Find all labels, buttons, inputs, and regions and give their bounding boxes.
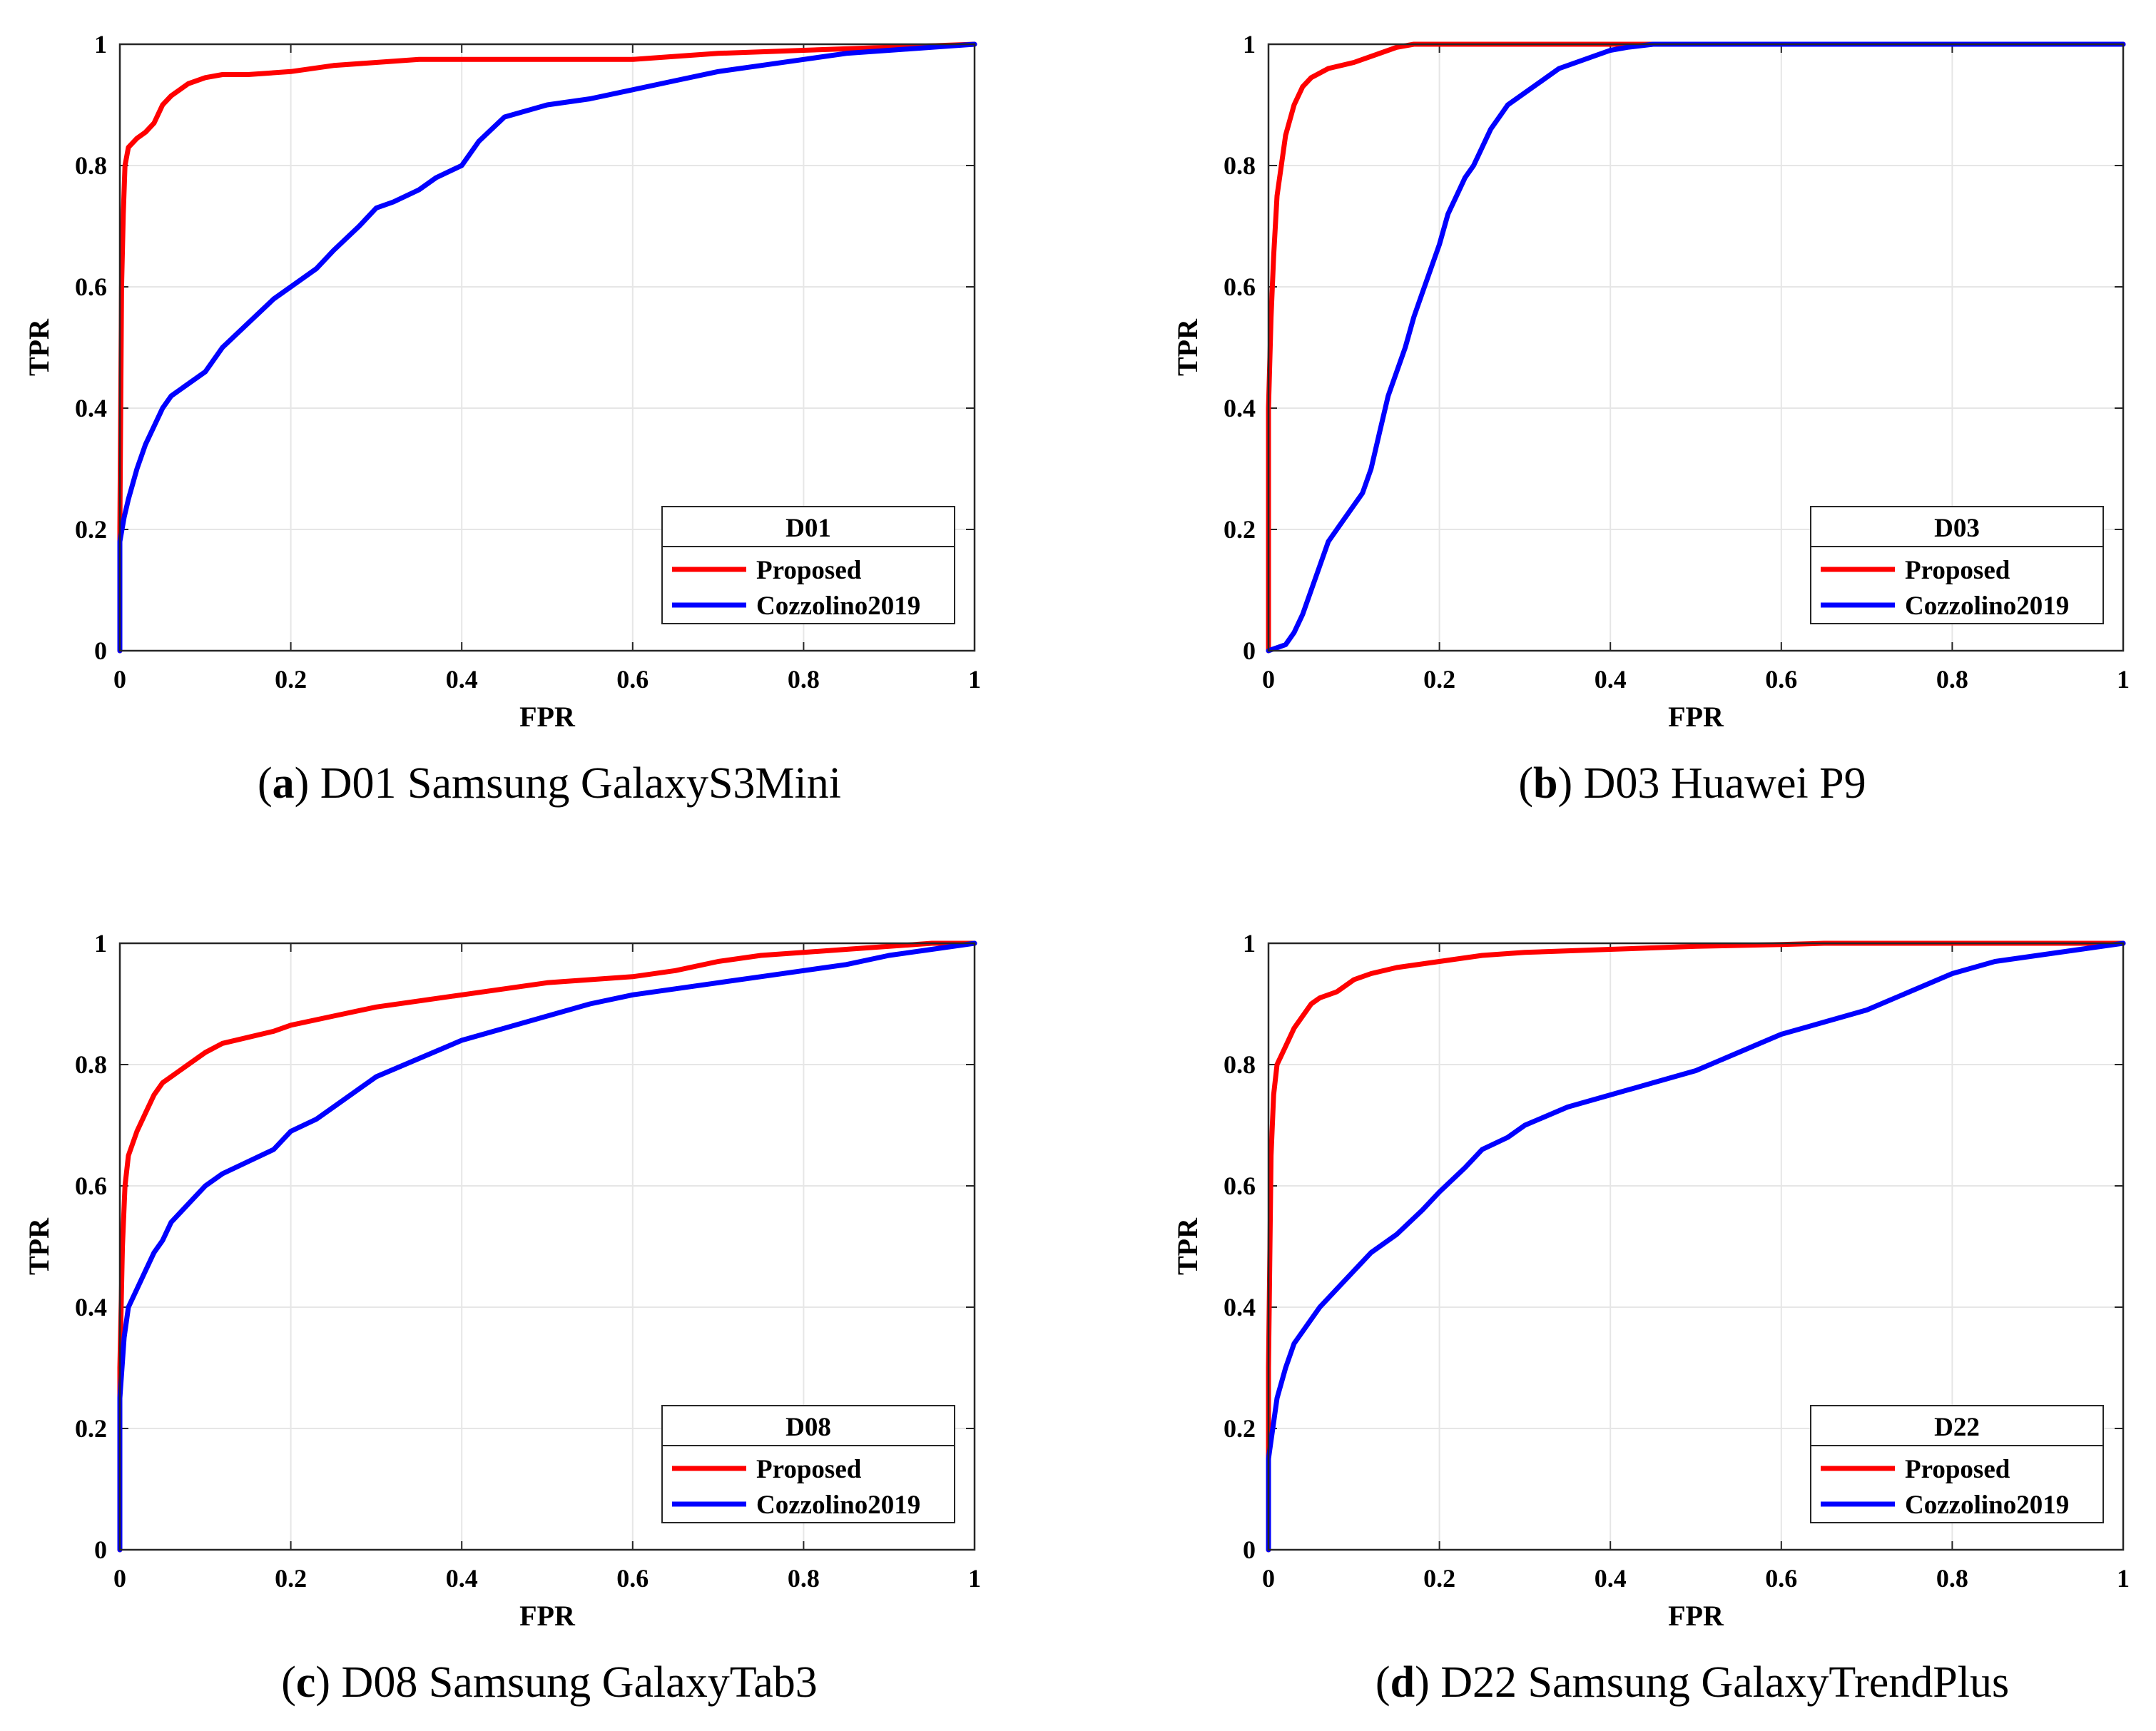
series-line-cozzolino2019: [1266, 41, 2126, 654]
y-tick-label: 0: [1243, 636, 1256, 665]
legend-entry-label: Cozzolino2019: [756, 592, 920, 621]
legend-entry-label: Proposed: [756, 556, 862, 585]
x-axis-label: FPR: [1668, 1600, 1724, 1632]
legend: D08 Proposed Cozzolino2019: [661, 1405, 955, 1523]
y-tick-label: 0.4: [1224, 1293, 1256, 1321]
x-tick-label: 0.8: [1936, 1564, 1968, 1593]
x-tick-label: 0.4: [1595, 665, 1627, 694]
axes-box: [1267, 942, 2125, 1551]
y-tick-label: 0.2: [1224, 1414, 1256, 1443]
y-tick-label: 0.4: [1224, 394, 1256, 422]
legend-entry-label: Proposed: [1905, 556, 2010, 585]
series-line-proposed: [1266, 41, 2126, 654]
legend-title: D08: [785, 1413, 831, 1442]
y-axis-label: TPR: [1171, 318, 1204, 376]
x-tick-label: 0.2: [275, 665, 307, 694]
y-tick-label: 1: [94, 30, 107, 59]
x-tick-label: 0: [1262, 665, 1275, 694]
y-tick-label: 0.6: [1224, 1172, 1256, 1200]
x-tick-label: 1: [968, 1564, 981, 1593]
x-axis-label: FPR: [519, 1600, 576, 1632]
y-tick-label: 0.2: [1224, 515, 1256, 544]
y-tick-label: 1: [94, 929, 107, 958]
y-axis-label: TPR: [23, 318, 55, 376]
y-tick-label: 0.8: [75, 151, 107, 180]
series-line-cozzolino2019: [117, 41, 977, 654]
y-tick-label: 0.2: [75, 1414, 107, 1443]
y-tick-label: 0.6: [1224, 273, 1256, 301]
x-axis-label: FPR: [1668, 701, 1724, 733]
y-tick-label: 0.8: [1224, 1050, 1256, 1079]
x-tick-label: 0.2: [1423, 1564, 1455, 1593]
y-tick-label: 0.4: [75, 1293, 107, 1321]
x-tick-label: 0.4: [1595, 1564, 1627, 1593]
y-axis-label: TPR: [23, 1217, 55, 1275]
axes-box: [118, 942, 976, 1551]
y-tick-label: 1: [1243, 30, 1256, 59]
panel-caption: (c) D08 Samsung GalaxyTab3: [281, 1658, 818, 1707]
x-tick-label: 1: [968, 665, 981, 694]
roc-panel-d: 0 0.2 0.4 0.6 0.8 1 0 0.2 0.4 0.6 0.8 1 FPR TPR D22 Pro…: [1171, 929, 2130, 1707]
roc-panel-b: 0 0.2 0.4 0.6 0.8 1 0 0.2 0.4 0.6 0.8 1 FPR TPR D03 Pro…: [1171, 30, 2130, 808]
y-tick-label: 0.6: [75, 273, 107, 301]
legend-title: D01: [785, 514, 831, 543]
axes-box: [118, 43, 976, 652]
x-tick-label: 0.6: [1765, 1564, 1797, 1593]
panel-caption: (d) D22 Samsung GalaxyTrendPlus: [1376, 1658, 2009, 1707]
y-tick-label: 0: [1243, 1535, 1256, 1564]
x-tick-label: 0.6: [1765, 665, 1797, 694]
series-line-cozzolino2019: [1266, 940, 2126, 1553]
legend-entry-label: Cozzolino2019: [1905, 1491, 2069, 1520]
panels: 0 0.2 0.4 0.6 0.8 1 0 0.2 0.4 0.6 0.8 1 FPR TPR D01 Pro…: [23, 30, 2130, 1707]
x-tick-label: 0: [113, 665, 126, 694]
x-tick-label: 0.4: [446, 665, 478, 694]
legend-title: D03: [1934, 514, 1980, 543]
y-tick-label: 0.4: [75, 394, 107, 422]
y-tick-label: 0: [94, 636, 107, 665]
x-tick-label: 1: [2117, 665, 2130, 694]
legend: D22 Proposed Cozzolino2019: [1810, 1405, 2104, 1523]
x-tick-label: 0.2: [1423, 665, 1455, 694]
x-tick-label: 0.8: [788, 665, 820, 694]
roc-panel-c: 0 0.2 0.4 0.6 0.8 1 0 0.2 0.4 0.6 0.8 1 FPR TPR D08 Pro…: [23, 929, 981, 1707]
x-tick-label: 0.8: [1936, 665, 1968, 694]
series-line-proposed: [117, 940, 977, 1553]
x-axis-label: FPR: [519, 701, 576, 733]
legend-entry-label: Proposed: [756, 1455, 862, 1484]
legend-entry-label: Cozzolino2019: [1905, 592, 2069, 621]
series-line-proposed: [117, 41, 977, 654]
panel-caption: (b) D03 Huawei P9: [1518, 759, 1866, 808]
panel-caption: (a) D01 Samsung GalaxyS3Mini: [258, 759, 841, 808]
y-tick-label: 0.8: [1224, 151, 1256, 180]
y-tick-label: 0.2: [75, 515, 107, 544]
legend-title: D22: [1934, 1413, 1980, 1442]
series-line-cozzolino2019: [117, 940, 977, 1553]
axes-box: [1267, 43, 2125, 652]
y-tick-label: 0.8: [75, 1050, 107, 1079]
x-tick-label: 1: [2117, 1564, 2130, 1593]
y-tick-label: 0: [94, 1535, 107, 1564]
legend: D03 Proposed Cozzolino2019: [1810, 506, 2104, 624]
x-tick-label: 0: [113, 1564, 126, 1593]
legend-entry-label: Cozzolino2019: [756, 1491, 920, 1520]
x-tick-label: 0.8: [788, 1564, 820, 1593]
x-tick-label: 0.2: [275, 1564, 307, 1593]
x-tick-label: 0.6: [616, 665, 649, 694]
legend: D01 Proposed Cozzolino2019: [661, 506, 955, 624]
y-tick-label: 1: [1243, 929, 1256, 958]
y-tick-label: 0.6: [75, 1172, 107, 1200]
y-axis-label: TPR: [1171, 1217, 1204, 1275]
roc-panel-a: 0 0.2 0.4 0.6 0.8 1 0 0.2 0.4 0.6 0.8 1 FPR TPR D01 Pro…: [23, 30, 981, 808]
x-tick-label: 0.6: [616, 1564, 649, 1593]
x-tick-label: 0.4: [446, 1564, 478, 1593]
legend-entry-label: Proposed: [1905, 1455, 2010, 1484]
x-tick-label: 0: [1262, 1564, 1275, 1593]
